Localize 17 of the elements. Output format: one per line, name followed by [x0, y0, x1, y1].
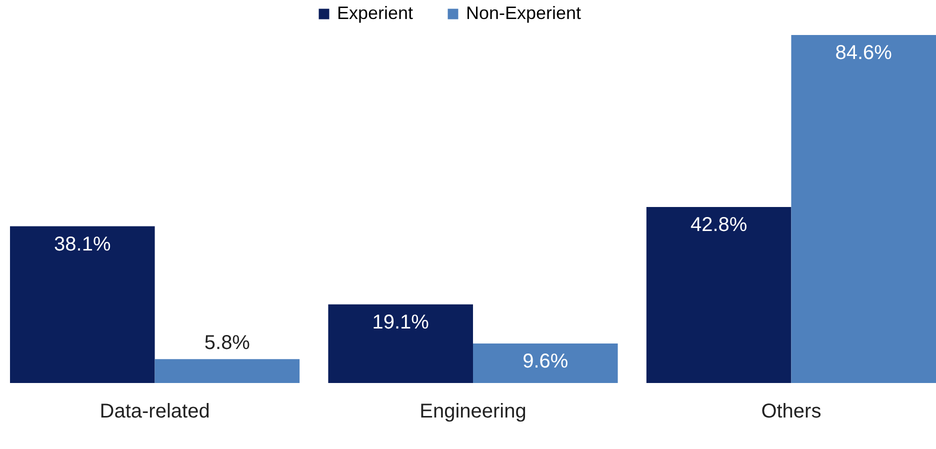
legend-label: Non-Experient — [466, 3, 582, 23]
bar — [154, 359, 300, 383]
data-label: 5.8% — [204, 332, 250, 354]
x-tick-label: Others — [761, 400, 822, 422]
bar — [646, 206, 792, 383]
bar — [10, 226, 155, 383]
data-label: 42.8% — [690, 214, 748, 236]
bar — [473, 344, 618, 383]
data-label: 38.1% — [54, 233, 111, 256]
data-label: 9.6% — [522, 350, 568, 373]
bar — [791, 35, 936, 383]
x-tick-label: Engineering — [420, 400, 526, 422]
data-label: 84.6% — [835, 42, 892, 64]
legend-label: Experient — [337, 3, 414, 23]
bar — [328, 304, 473, 383]
x-tick-label: Data-related — [100, 400, 210, 422]
data-label: 19.1% — [372, 311, 430, 334]
